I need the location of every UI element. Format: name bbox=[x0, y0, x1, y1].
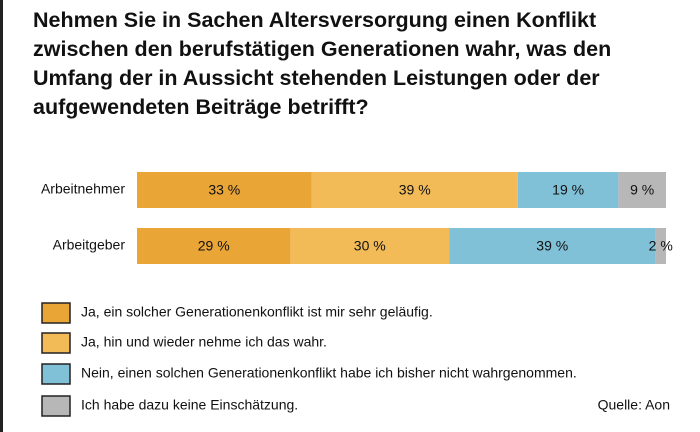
value-label: 29 % bbox=[198, 238, 230, 254]
value-label: 39 % bbox=[399, 182, 431, 198]
legend-label: Nein, einen solchen Generationenkonflikt… bbox=[81, 365, 577, 381]
value-label: 19 % bbox=[552, 182, 584, 198]
category-label: Arbeitgeber bbox=[53, 237, 126, 253]
legend-swatch bbox=[41, 395, 71, 417]
legend-label: Ich habe dazu keine Einschätzung. bbox=[81, 397, 298, 413]
legend-label: Ja, ein solcher Generationenkonflikt ist… bbox=[81, 304, 433, 320]
chart-title: Nehmen Sie in Sachen Altersversorgung ei… bbox=[33, 8, 612, 119]
value-label: 2 % bbox=[649, 238, 673, 254]
bar-segment bbox=[517, 172, 619, 208]
chart: Quelle: Aon Arbeitnehmer 33 % 39 % 19 % 9 % A… bbox=[41, 172, 673, 417]
source: Quelle: Aon bbox=[598, 397, 670, 413]
legend-swatch bbox=[41, 302, 71, 324]
value-label: 9 % bbox=[630, 182, 654, 198]
legend-label: Ja, hin und wieder nehme ich das wahr. bbox=[81, 334, 327, 350]
bar-segment bbox=[618, 172, 666, 208]
bar-segment bbox=[449, 228, 656, 264]
value-label: 33 % bbox=[208, 182, 240, 198]
bar-segment bbox=[311, 172, 518, 208]
category-label: Arbeitnehmer bbox=[41, 181, 125, 197]
bar-segment bbox=[655, 228, 666, 264]
value-label: 39 % bbox=[536, 238, 568, 254]
legend-swatch bbox=[41, 332, 71, 354]
bar-segment bbox=[137, 172, 312, 208]
legend-swatch bbox=[41, 363, 71, 385]
bar-segment bbox=[137, 228, 291, 264]
value-label: 30 % bbox=[354, 238, 386, 254]
bar-segment bbox=[290, 228, 450, 264]
